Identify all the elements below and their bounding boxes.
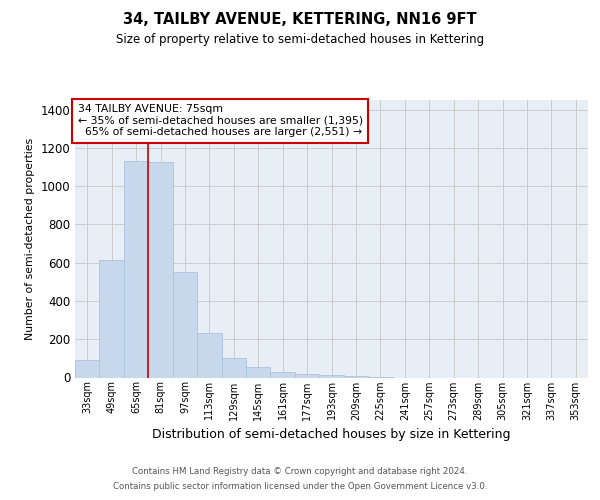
Y-axis label: Number of semi-detached properties: Number of semi-detached properties (25, 138, 35, 340)
Bar (246, 367, 271, 378)
Bar (319, 374, 344, 378)
Bar (173, 272, 197, 378)
Bar (148, 162, 173, 378)
Text: 34 TAILBY AVENUE: 75sqm
← 35% of semi-detached houses are smaller (1,395)
  65% : 34 TAILBY AVENUE: 75sqm ← 35% of semi-de… (77, 104, 362, 138)
Bar (75, 360, 100, 378)
Bar (271, 372, 295, 378)
Bar (368, 376, 392, 378)
Bar (124, 161, 148, 378)
Text: Size of property relative to semi-detached houses in Kettering: Size of property relative to semi-detach… (116, 32, 484, 46)
Text: Contains HM Land Registry data © Crown copyright and database right 2024.: Contains HM Land Registry data © Crown c… (132, 467, 468, 476)
Bar (197, 334, 221, 378)
X-axis label: Distribution of semi-detached houses by size in Kettering: Distribution of semi-detached houses by … (152, 428, 511, 441)
Bar (344, 376, 368, 378)
Text: 34, TAILBY AVENUE, KETTERING, NN16 9FT: 34, TAILBY AVENUE, KETTERING, NN16 9FT (123, 12, 477, 28)
Bar (221, 358, 246, 378)
Text: Contains public sector information licensed under the Open Government Licence v3: Contains public sector information licen… (113, 482, 487, 491)
Bar (295, 374, 319, 378)
Bar (100, 260, 124, 378)
